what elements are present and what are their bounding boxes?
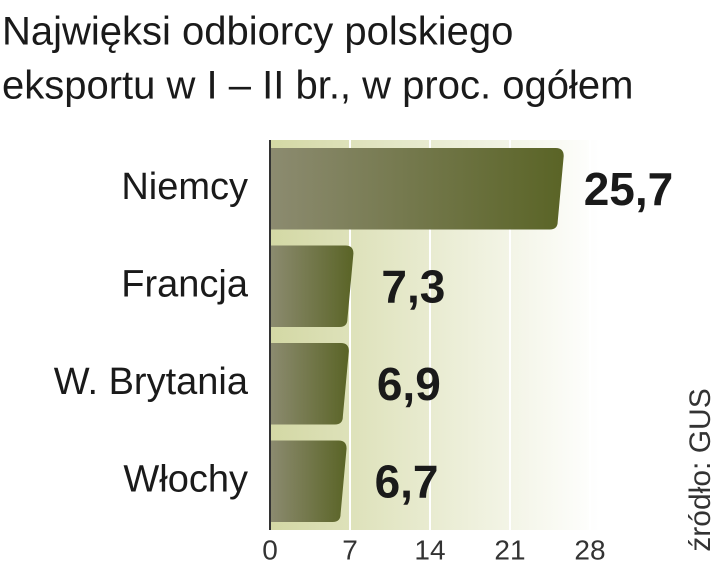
x-tick-label: 28 xyxy=(574,534,605,565)
source: źródło: GUS xyxy=(684,388,717,551)
y-tick-label: Niemcy xyxy=(121,166,248,208)
bar xyxy=(270,148,564,230)
x-tick-label: 0 xyxy=(262,534,278,565)
chart-title: eksportu w I – II br., w proc. ogółem xyxy=(2,64,633,108)
chart-title: Najwięksi odbiorcy polskiego xyxy=(2,10,513,54)
x-tick-label: 21 xyxy=(494,534,525,565)
y-tick-label: W. Brytania xyxy=(54,361,249,403)
bar xyxy=(270,343,349,425)
bar xyxy=(270,245,354,327)
bar xyxy=(270,440,347,522)
value-label: 6,9 xyxy=(377,358,441,410)
y-tick-label: Włochy xyxy=(123,458,248,500)
value-label: 7,3 xyxy=(381,260,445,312)
value-label: 6,7 xyxy=(375,455,439,507)
x-tick-label: 14 xyxy=(414,534,445,565)
x-tick-label: 7 xyxy=(342,534,358,565)
y-tick-label: Francja xyxy=(121,263,249,305)
value-label: 25,7 xyxy=(584,163,674,215)
